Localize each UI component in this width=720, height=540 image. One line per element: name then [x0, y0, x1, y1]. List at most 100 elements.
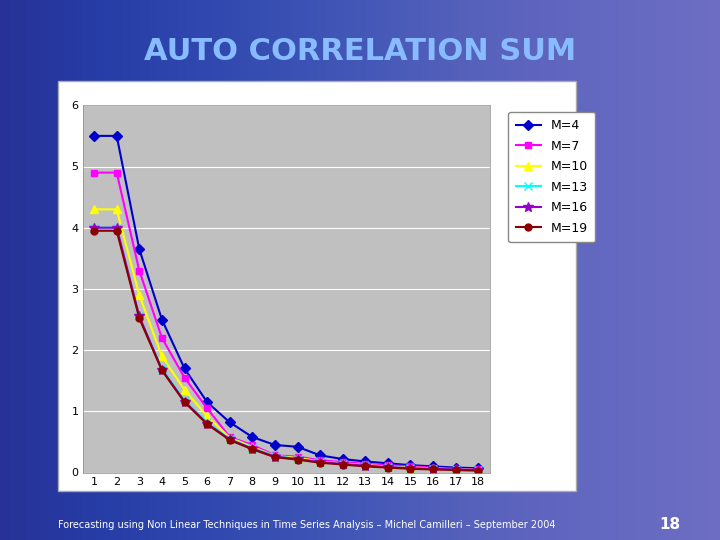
- M=4: [135, 246, 143, 252]
- Text: Forecasting using Non Linear Techniques in Time Series Analysis – Michel Camille: Forecasting using Non Linear Techniques …: [58, 520, 555, 530]
- M=16: [180, 399, 189, 405]
- M=13: [316, 459, 325, 465]
- M=4: [180, 365, 189, 372]
- M=10: [112, 206, 121, 213]
- M=16: [316, 459, 325, 465]
- M=7: [361, 461, 369, 467]
- M=7: [271, 452, 279, 458]
- M=10: [271, 453, 279, 459]
- M=19: [112, 227, 121, 234]
- M=16: [361, 463, 369, 469]
- M=16: [451, 466, 460, 472]
- M=19: [90, 227, 99, 234]
- M=7: [203, 405, 212, 411]
- M=19: [406, 465, 415, 472]
- M=10: [203, 413, 212, 420]
- M=7: [180, 374, 189, 381]
- M=16: [203, 420, 212, 427]
- M=13: [361, 463, 369, 469]
- M=16: [225, 436, 234, 443]
- M=10: [384, 463, 392, 470]
- Text: 18: 18: [660, 517, 680, 532]
- M=13: [451, 466, 460, 472]
- M=4: [361, 458, 369, 465]
- M=10: [225, 434, 234, 441]
- M=4: [90, 133, 99, 139]
- M=10: [90, 206, 99, 213]
- M=13: [429, 465, 438, 472]
- M=13: [338, 461, 347, 467]
- M=13: [90, 225, 99, 231]
- Line: M=13: M=13: [90, 224, 482, 474]
- M=10: [293, 455, 302, 461]
- M=7: [135, 267, 143, 274]
- M=4: [474, 465, 482, 471]
- M=7: [248, 442, 256, 448]
- Line: M=16: M=16: [89, 223, 483, 475]
- M=19: [135, 315, 143, 321]
- M=16: [158, 367, 166, 373]
- M=16: [90, 225, 99, 231]
- M=19: [384, 464, 392, 471]
- M=16: [293, 456, 302, 462]
- M=10: [361, 462, 369, 468]
- M=4: [112, 133, 121, 139]
- M=4: [451, 464, 460, 471]
- M=16: [384, 464, 392, 470]
- M=4: [293, 443, 302, 450]
- M=4: [406, 462, 415, 468]
- M=7: [293, 454, 302, 460]
- Text: AUTO CORRELATION SUM: AUTO CORRELATION SUM: [144, 37, 576, 66]
- M=19: [158, 367, 166, 374]
- M=10: [406, 464, 415, 471]
- M=4: [429, 463, 438, 470]
- M=13: [474, 467, 482, 473]
- M=13: [225, 436, 234, 442]
- M=19: [180, 399, 189, 406]
- M=16: [406, 465, 415, 471]
- M=13: [112, 225, 121, 231]
- M=16: [338, 461, 347, 467]
- M=16: [429, 465, 438, 472]
- M=7: [158, 335, 166, 341]
- M=7: [90, 170, 99, 176]
- M=7: [338, 459, 347, 465]
- M=10: [180, 387, 189, 393]
- M=19: [271, 454, 279, 461]
- M=7: [112, 170, 121, 176]
- M=4: [158, 316, 166, 323]
- M=19: [361, 463, 369, 470]
- M=13: [271, 453, 279, 459]
- M=4: [316, 452, 325, 458]
- M=19: [203, 421, 212, 427]
- M=13: [203, 419, 212, 426]
- M=16: [271, 454, 279, 460]
- M=16: [112, 225, 121, 231]
- M=7: [429, 464, 438, 471]
- M=10: [338, 460, 347, 467]
- M=7: [316, 457, 325, 463]
- M=13: [135, 313, 143, 320]
- M=13: [406, 465, 415, 471]
- Legend: M=4, M=7, M=10, M=13, M=16, M=19: M=4, M=7, M=10, M=13, M=16, M=19: [508, 112, 595, 242]
- M=19: [316, 460, 325, 466]
- Line: M=7: M=7: [91, 169, 482, 473]
- M=4: [203, 399, 212, 406]
- Line: M=4: M=4: [91, 132, 482, 471]
- M=4: [225, 419, 234, 426]
- M=19: [293, 456, 302, 463]
- M=16: [474, 467, 482, 473]
- M=4: [271, 442, 279, 448]
- M=19: [451, 467, 460, 473]
- M=4: [384, 460, 392, 467]
- M=7: [384, 462, 392, 468]
- M=10: [135, 292, 143, 298]
- M=10: [429, 465, 438, 471]
- M=13: [248, 445, 256, 451]
- M=10: [451, 466, 460, 472]
- M=10: [248, 443, 256, 450]
- M=13: [293, 456, 302, 462]
- Line: M=19: M=19: [91, 227, 482, 474]
- M=4: [338, 456, 347, 462]
- M=13: [158, 365, 166, 372]
